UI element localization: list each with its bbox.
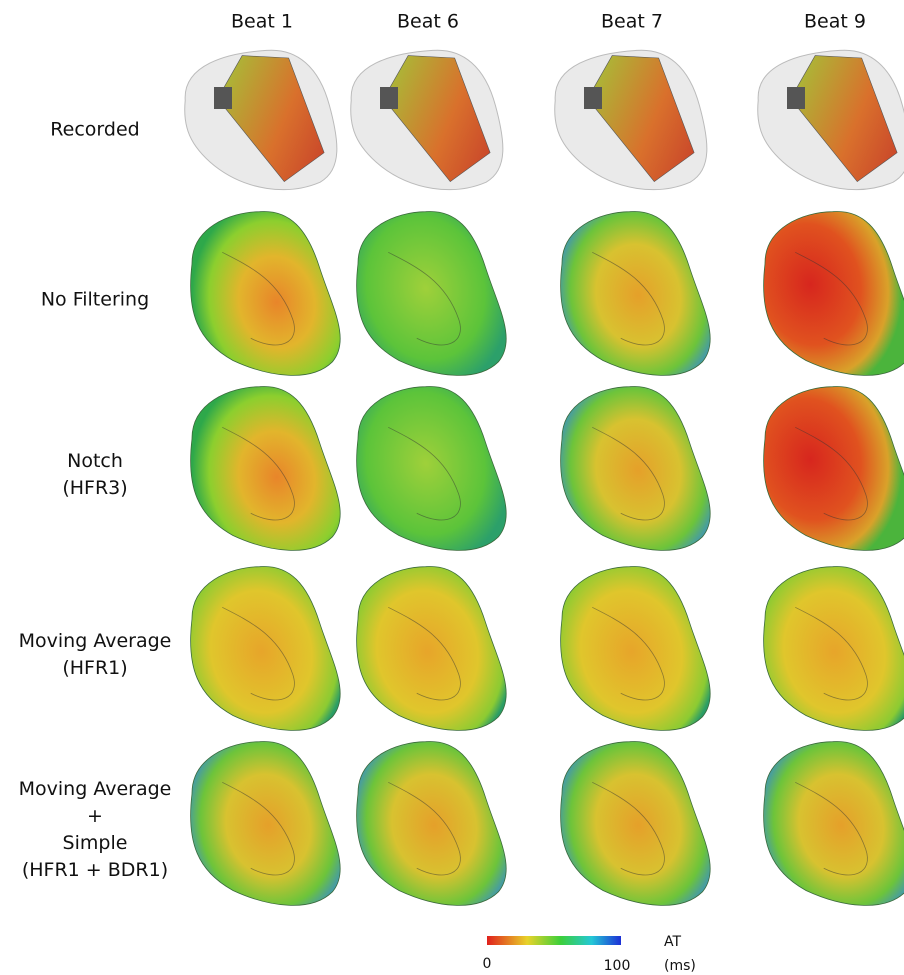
- heart-surface: [190, 211, 341, 376]
- colorbar-min: 0: [483, 956, 492, 972]
- heart-surface: [356, 741, 507, 906]
- isochrone: [222, 426, 295, 521]
- electrode-block: [380, 87, 398, 109]
- isochrone: [222, 606, 295, 701]
- isochrone: [592, 426, 665, 521]
- heart-surface: [763, 211, 904, 376]
- column-header: Beat 1: [231, 11, 293, 33]
- heart-map: [560, 211, 711, 376]
- isochrone: [795, 251, 868, 346]
- electrode-block: [787, 87, 805, 109]
- heart-map: [350, 49, 504, 191]
- isochrone: [795, 781, 868, 876]
- heart-map: [763, 566, 904, 731]
- row-label: +: [87, 805, 103, 827]
- heart-map: [356, 386, 507, 551]
- row-label: Notch: [67, 450, 123, 472]
- heart-map: [560, 741, 711, 906]
- heart-map: [757, 49, 904, 191]
- heart-map: [190, 211, 341, 376]
- colorbar-unit: (ms): [664, 958, 696, 974]
- colorbar: [487, 936, 621, 945]
- isochrone: [592, 251, 665, 346]
- electrode-block: [584, 87, 602, 109]
- row-label: Moving Average: [19, 778, 172, 800]
- row-label: No Filtering: [41, 289, 149, 311]
- heart-surface: [356, 386, 507, 551]
- heart-surface: [190, 566, 341, 731]
- row-label: (HFR3): [62, 477, 127, 499]
- heart-map: [190, 566, 341, 731]
- column-header: Beat 9: [804, 11, 866, 33]
- heart-map: [356, 211, 507, 376]
- heart-surface: [560, 741, 711, 906]
- heart-map: [763, 741, 904, 906]
- heart-map: [763, 386, 904, 551]
- isochrone: [388, 426, 461, 521]
- colorbar-max: 100: [604, 958, 631, 974]
- row-label: (HFR1 + BDR1): [22, 859, 168, 881]
- heart-map: [554, 49, 708, 191]
- electrode-block: [214, 87, 232, 109]
- heart-surface: [763, 566, 904, 731]
- isochrone: [222, 251, 295, 346]
- heart-surface: [190, 741, 341, 906]
- maps: [184, 49, 904, 906]
- heart-surface: [560, 386, 711, 551]
- heart-map: [763, 211, 904, 376]
- heart-map: [560, 386, 711, 551]
- heart-surface: [763, 386, 904, 551]
- heart-surface: [356, 566, 507, 731]
- heart-map: [190, 741, 341, 906]
- heart-map: [190, 386, 341, 551]
- column-header: Beat 7: [601, 11, 663, 33]
- recorded-patch: [790, 55, 898, 183]
- isochrone: [592, 781, 665, 876]
- isochrone: [222, 781, 295, 876]
- recorded-patch: [383, 55, 491, 183]
- heart-map: [560, 566, 711, 731]
- isochrone: [388, 781, 461, 876]
- heart-surface: [190, 386, 341, 551]
- isochrone: [795, 606, 868, 701]
- isochrone: [795, 426, 868, 521]
- heart-surface: [560, 211, 711, 376]
- heart-surface: [560, 566, 711, 731]
- recorded-patch: [587, 55, 695, 183]
- row-label: (HFR1): [62, 657, 127, 679]
- isochrone: [388, 606, 461, 701]
- colorbar-title: AT: [664, 934, 681, 950]
- labels: Beat 1 Beat 6 Beat 7 Beat 9 Recorded No Filte…: [19, 11, 866, 882]
- row-label: Moving Average: [19, 630, 172, 652]
- row-label: Recorded: [50, 119, 139, 141]
- recorded-patch: [217, 55, 325, 183]
- heart-map: [356, 566, 507, 731]
- heart-map: [356, 741, 507, 906]
- heart-map: [184, 49, 338, 191]
- row-label: Simple: [63, 832, 128, 854]
- isochrone: [388, 251, 461, 346]
- isochrone: [592, 606, 665, 701]
- column-header: Beat 6: [397, 11, 459, 33]
- heart-surface: [356, 211, 507, 376]
- heart-surface: [763, 741, 904, 906]
